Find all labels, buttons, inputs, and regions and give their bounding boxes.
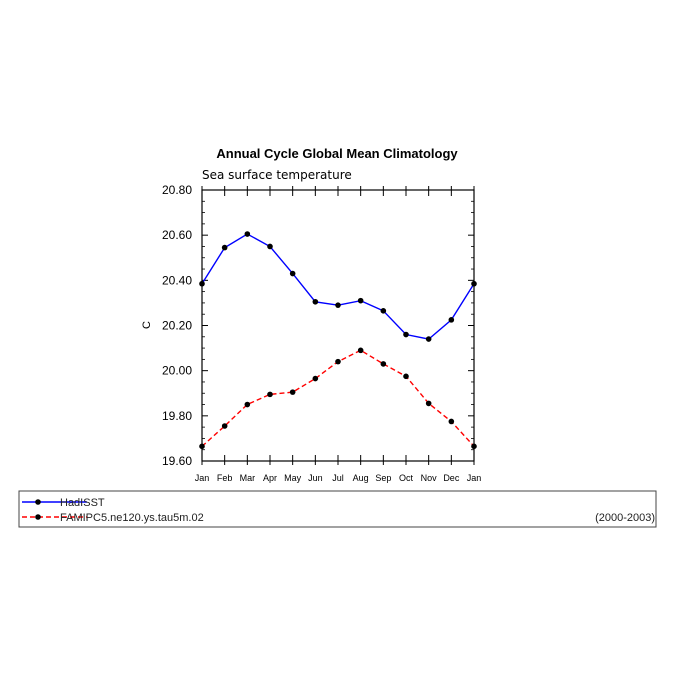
x-tick-label: Mar bbox=[240, 473, 256, 483]
x-tick-label: Dec bbox=[443, 473, 460, 483]
y-tick-label: 20.00 bbox=[162, 364, 192, 378]
series-1-point bbox=[403, 331, 409, 338]
series-1-point bbox=[448, 317, 455, 323]
x-tick-label: Jan bbox=[467, 473, 482, 483]
y-tick-label: 19.80 bbox=[162, 409, 192, 423]
series-2-point bbox=[289, 389, 296, 395]
x-tick-label: Jun bbox=[308, 473, 323, 483]
x-tick-label: Nov bbox=[421, 473, 438, 483]
x-tick-label: Jan bbox=[195, 473, 210, 483]
series-2-point bbox=[403, 373, 409, 380]
series-2-point bbox=[357, 347, 364, 354]
legend-date-range: (2000-2003) bbox=[595, 512, 655, 524]
series-1-point bbox=[267, 243, 273, 250]
x-tick-label: Oct bbox=[399, 473, 414, 483]
x-tick-label: Jul bbox=[332, 473, 344, 483]
x-tick-label: Feb bbox=[217, 473, 233, 483]
x-tick-label: Sep bbox=[375, 473, 391, 483]
series-1-point bbox=[199, 280, 205, 287]
series-1-point bbox=[289, 270, 296, 277]
series-2-point bbox=[380, 361, 387, 367]
series-2-point bbox=[448, 418, 455, 425]
legend-frame bbox=[18, 490, 657, 528]
y-tick-label: 20.20 bbox=[162, 319, 192, 333]
chart-title: Annual Cycle Global Mean Climatology bbox=[216, 146, 458, 161]
y-tick-label: 20.80 bbox=[162, 183, 192, 197]
y-axis-label: C bbox=[141, 321, 153, 329]
series-2-point bbox=[425, 400, 432, 407]
x-tick-label: Apr bbox=[263, 473, 277, 483]
series-2-point bbox=[267, 391, 273, 398]
series-1-point bbox=[244, 231, 251, 237]
series-1-point bbox=[357, 297, 364, 304]
series-1-point bbox=[471, 280, 477, 287]
series-1-point bbox=[312, 298, 319, 305]
chart-subtitle: Sea surface temperature bbox=[202, 168, 352, 182]
series-line-2 bbox=[201, 349, 475, 447]
plot-series bbox=[199, 231, 477, 450]
legend-marker-2 bbox=[35, 514, 41, 520]
series-2-point bbox=[244, 401, 251, 408]
y-tick-label: 19.60 bbox=[162, 454, 192, 468]
y-tick-label: 20.60 bbox=[162, 228, 192, 242]
legend-label-1: HadISST bbox=[60, 497, 105, 509]
legend-label-2: FAMIPC5.ne120.ys.tau5m.02 bbox=[60, 512, 204, 524]
legend: HadISST FAMIPC5.ne120.ys.tau5m.02 (2000-2… bbox=[18, 490, 657, 528]
series-2-point bbox=[221, 423, 228, 429]
series-1-point bbox=[425, 336, 432, 342]
series-line-1 bbox=[201, 233, 475, 340]
axes: 19.60 19.80 20.00 20.20 20.40 20.60 20.80 Jan Fe… bbox=[162, 183, 481, 483]
x-tick-label: May bbox=[284, 473, 302, 483]
y-tick-label: 20.40 bbox=[162, 273, 192, 287]
series-1-point bbox=[335, 302, 341, 308]
series-2-point bbox=[199, 443, 205, 450]
series-2-point bbox=[471, 443, 477, 450]
series-1-point bbox=[221, 244, 228, 251]
series-1-point bbox=[380, 308, 387, 314]
plot-frame bbox=[201, 189, 475, 462]
x-tick-label: Aug bbox=[353, 473, 369, 483]
series-2-point bbox=[335, 358, 341, 365]
series-2-point bbox=[312, 375, 319, 382]
legend-marker-1 bbox=[35, 499, 41, 505]
